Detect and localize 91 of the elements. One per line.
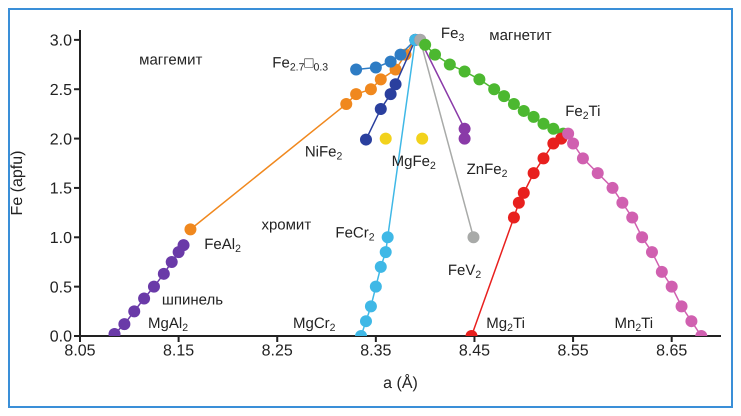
point [370,62,382,74]
annotation: Mg$_{2}$Ti [486,315,525,334]
point [616,196,628,209]
point [508,98,520,110]
x-tick-label: 8.35 [360,342,392,360]
annotation: Fe$_{2.7}$□$_{0.3}$ [272,54,328,74]
point [528,167,540,180]
annotation: Fe$_{2}$Ti [565,102,600,122]
point [384,88,397,100]
point [537,118,550,130]
point [458,132,471,145]
point [184,223,196,236]
point [576,152,589,164]
point [374,102,387,115]
point [350,88,362,100]
point [567,138,580,150]
annotation: MgAl$_{2}$ [148,315,188,334]
point [380,246,392,258]
point [528,110,540,123]
point [458,122,471,135]
point [384,56,397,68]
point [518,186,530,199]
y-axis-title: Fe (apfu) [9,150,26,216]
annotation: NiFe$_{2}$ [304,143,343,163]
annotation: маггемит [139,52,202,69]
x-tick-label: 8.55 [558,342,589,360]
annotation: FeV$_{2}$ [448,262,482,282]
annotation: Fe$_{3}$ [440,24,464,44]
annotation: шпинель [162,291,224,308]
point [360,134,372,146]
point [382,231,394,244]
point [458,65,471,78]
point [178,239,190,252]
x-tick-label: 8.45 [458,342,490,360]
point [537,152,550,164]
annotation: Mn$_{2}$Ti [614,315,654,334]
point [473,73,486,86]
point [646,246,658,258]
y-tick-label: 2.5 [50,82,72,99]
point [374,73,387,86]
annotation: FeCr$_{2}$ [335,224,375,244]
point [656,266,668,278]
point [340,98,352,110]
annotation: FeAl$_{2}$ [204,236,242,256]
point [488,83,500,96]
point [148,280,160,293]
point [138,292,150,304]
y-tick-label: 1.5 [50,180,72,198]
x-tick-label: 8.65 [656,342,688,360]
annotation: магнетит [489,26,552,44]
point [547,122,560,135]
point [498,90,510,102]
point [360,315,372,328]
point [592,167,604,180]
y-tick-label: 0.5 [50,279,72,296]
x-tick-label: 8.15 [163,342,194,360]
point [562,128,574,140]
point [666,280,678,293]
point [676,300,688,312]
x-tick-label: 8.25 [262,342,293,360]
point [364,300,377,312]
point [128,305,140,318]
point [685,315,698,328]
point [444,58,456,71]
point [429,48,442,61]
point [508,212,520,224]
y-tick-label: 2.0 [50,131,72,148]
point [606,182,619,194]
y-tick-label: 1.0 [50,230,72,247]
point [467,231,480,244]
point [370,280,382,293]
y-tick-label: 3.0 [50,32,72,50]
point [416,132,428,145]
point [364,83,377,96]
x-axis-title: a (Å) [383,374,418,392]
point [158,268,170,280]
point [518,104,530,117]
point [394,48,406,61]
point [419,38,432,51]
point [380,132,392,145]
point [166,256,178,268]
point [350,63,362,76]
point [636,231,648,244]
annotation: ZnFe$_{2}$ [466,161,508,180]
point [390,78,402,90]
annotation: хромит [261,216,312,234]
point [118,318,130,330]
annotation: MgCr$_{2}$ [293,315,336,334]
point [512,196,525,209]
point [626,212,638,224]
point [374,260,387,273]
